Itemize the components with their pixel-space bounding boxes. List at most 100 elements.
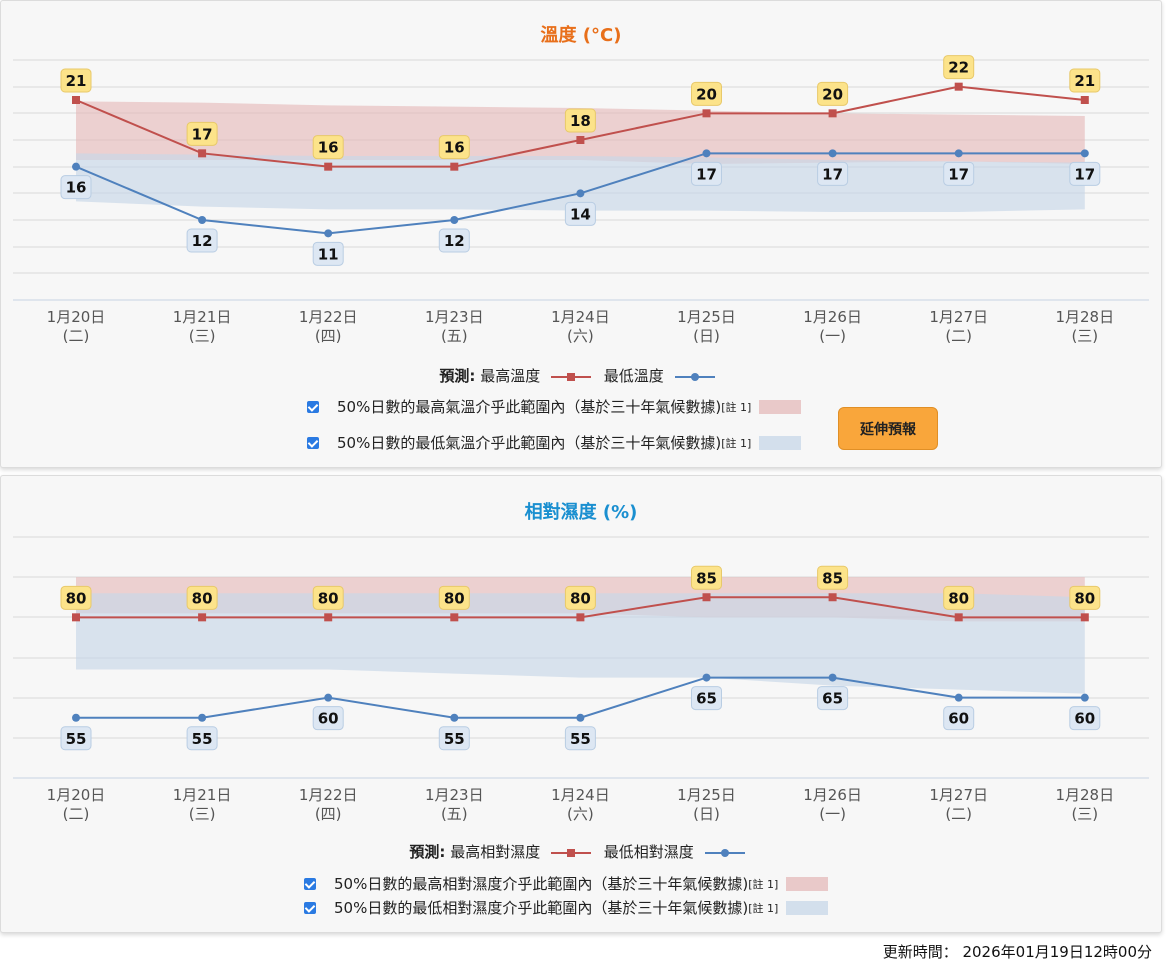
note-ref[interactable]: [註 1] [721,436,752,450]
data-label-max: 17 [192,125,213,143]
x-tick-weekday: (三) [1071,805,1098,823]
data-point-max [702,593,711,602]
x-tick-label: 1月28日 [1055,308,1114,326]
hum-range-min-text: 50%日數的最低相對濕度介乎此範圍內（基於三十年氣候數據) [334,899,749,917]
data-label-min-bg [564,726,596,751]
extended-forecast-button[interactable]: 延伸預報 [838,407,938,450]
x-tick-weekday: (二) [945,805,972,823]
legend-prefix: 預測: [439,367,476,385]
legend-max-swatch [551,846,591,860]
data-label-max-bg [691,81,722,106]
data-point-max [954,613,963,622]
data-point-max [828,593,837,602]
x-tick-weekday: (六) [567,327,594,345]
note-ref[interactable]: [註 1] [748,901,779,915]
x-tick-weekday: (三) [189,327,216,345]
data-label-min-bg [312,241,344,266]
data-label-min-bg [438,726,470,751]
data-label-min: 12 [192,232,213,250]
x-tick-label: 1月20日 [47,308,106,326]
data-label-min: 60 [1074,710,1095,728]
data-label-max: 80 [318,589,339,607]
data-label-min-bg [312,706,344,731]
x-tick-label: 1月22日 [299,786,358,804]
x-tick-label: 1月28日 [1055,786,1114,804]
note-ref[interactable]: [註 1] [721,400,752,414]
hum-range-min-checkbox[interactable] [304,901,316,914]
chart-title: 溫度 (°C) [541,24,622,46]
humidity-chart: 相對濕度 (%) 80 80 80 80 80 85 85 80 80 55 55 60 55 55 65 65… [13,501,1149,823]
data-point-min [198,216,207,224]
temp-range-min-row[interactable]: 50%日數的最低氣溫介乎此範圍內（基於三十年氣候數據) [註 1] [307,432,802,453]
legend-min-label: 最低溫度 [603,367,664,385]
x-tick-weekday: (二) [945,327,972,345]
data-label-max: 85 [696,569,717,587]
x-tick-label: 1月21日 [173,308,232,326]
data-point-max [702,109,711,118]
hum-range-max-row[interactable]: 50%日數的最高相對濕度介乎此範圍內（基於三十年氣候數據) [註 1] [304,873,829,894]
update-time: 更新時間： 2026年01月19日12時00分 [882,943,1152,961]
note-ref[interactable]: [註 1] [748,877,779,891]
data-label-min-bg [943,161,975,186]
temp-range-min-swatch [759,435,802,450]
data-label-max-bg [438,135,470,160]
data-label-max: 80 [192,589,213,607]
temp-range-min-checkbox[interactable] [307,436,319,449]
x-tick-weekday: (六) [567,805,594,823]
data-label-max-bg [817,81,849,106]
data-label-min-bg [817,686,849,711]
temp-range-max-checkbox[interactable] [307,400,319,413]
temp-range-max-row[interactable]: 50%日數的最高氣溫介乎此範圍內（基於三十年氣候數據) [註 1] [307,396,802,417]
data-point-min [954,149,963,158]
x-tick-label: 1月24日 [551,308,610,326]
humidity-legend: 預測: 最高相對濕度 最低相對濕度 [1,841,1161,862]
x-tick-label: 1月26日 [803,786,862,804]
legend-prefix: 預測: [409,843,446,861]
data-point-min [198,713,207,722]
data-point-max [1080,96,1089,104]
data-point-min [828,673,837,682]
data-label-min: 55 [192,730,213,748]
hum-range-min-row[interactable]: 50%日數的最低相對濕度介乎此範圍內（基於三十年氣候數據) [註 1] [304,897,829,918]
data-label-max-bg [817,565,849,590]
data-label-max: 18 [570,112,591,130]
data-label-min-bg [1069,161,1101,186]
x-tick-weekday: (日) [693,327,720,345]
x-tick-weekday: (二) [63,805,90,823]
data-label-max: 20 [822,85,843,103]
data-label-min-bg [60,726,92,751]
data-point-min [1080,693,1089,702]
data-label-max-bg [312,135,344,160]
temperature-legend: 預測: 最高溫度 最低溫度 [1,365,1161,386]
data-label-min: 12 [444,232,465,250]
data-label-min: 60 [318,710,339,728]
legend-min-swatch [704,846,745,860]
data-point-min [450,713,459,722]
data-point-min [576,713,585,722]
legend-max-swatch [551,370,591,384]
hum-range-min-swatch [786,900,829,915]
data-label-max-bg [438,585,470,610]
data-label-max: 85 [822,569,843,587]
data-label-max: 21 [1074,72,1095,90]
x-tick-weekday: (三) [1071,327,1098,345]
data-point-min [828,149,837,158]
x-tick-weekday: (五) [441,327,468,345]
data-label-min: 17 [1074,165,1095,183]
data-label-min: 60 [948,710,969,728]
data-point-max [576,136,585,144]
data-point-max [576,613,585,622]
data-label-max-bg [1069,68,1101,93]
x-tick-weekday: (四) [315,327,342,345]
data-point-max [198,613,207,622]
x-tick-label: 1月27日 [929,308,988,326]
legend-min-swatch [674,370,715,384]
data-label-min: 55 [66,730,87,748]
data-label-max-bg [1069,585,1101,610]
hum-range-max-checkbox[interactable] [304,877,316,890]
data-point-max [324,613,333,622]
data-point-min [324,229,333,238]
x-tick-label: 1月20日 [47,786,106,804]
x-tick-label: 1月26日 [803,308,862,326]
data-label-min-bg [817,161,849,186]
